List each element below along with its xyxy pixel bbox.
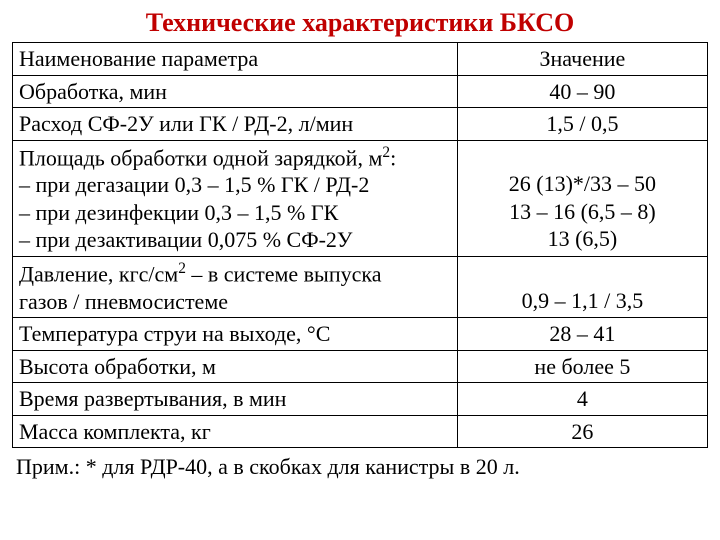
table-row: Обработка, мин40 – 90	[13, 75, 708, 108]
specs-table: Наименование параметра Значение Обработк…	[12, 42, 708, 448]
table-row: Площадь обработки одной зарядкой, м2: – …	[13, 140, 708, 256]
cell-param: Расход СФ-2У или ГК / РД-2, л/мин	[13, 108, 458, 141]
table-body: Обработка, мин40 – 90Расход СФ-2У или ГК…	[13, 75, 708, 448]
header-param: Наименование параметра	[13, 43, 458, 76]
cell-param: Обработка, мин	[13, 75, 458, 108]
footnote: Прим.: * для РДР-40, а в скобках для кан…	[12, 454, 708, 480]
cell-param: Масса комплекта, кг	[13, 415, 458, 448]
table-row: Расход СФ-2У или ГК / РД-2, л/мин1,5 / 0…	[13, 108, 708, 141]
cell-value: 1,5 / 0,5	[457, 108, 707, 141]
table-row: Время развертывания, в мин4	[13, 383, 708, 416]
cell-value: 28 – 41	[457, 318, 707, 351]
cell-param: Давление, кгс/см2 – в системе выпуска га…	[13, 256, 458, 317]
cell-value: 26 (13)*/33 – 50 13 – 16 (6,5 – 8) 13 (6…	[457, 140, 707, 256]
table-row: Масса комплекта, кг26	[13, 415, 708, 448]
cell-param: Площадь обработки одной зарядкой, м2: – …	[13, 140, 458, 256]
cell-param: Высота обработки, м	[13, 350, 458, 383]
header-value: Значение	[457, 43, 707, 76]
cell-param: Время развертывания, в мин	[13, 383, 458, 416]
table-row: Высота обработки, мне более 5	[13, 350, 708, 383]
cell-param: Температура струи на выходе, °С	[13, 318, 458, 351]
table-row: Давление, кгс/см2 – в системе выпуска га…	[13, 256, 708, 317]
cell-value: 0,9 – 1,1 / 3,5	[457, 256, 707, 317]
cell-value: 40 – 90	[457, 75, 707, 108]
page-title: Технические характеристики БКСО	[12, 8, 708, 38]
cell-value: не более 5	[457, 350, 707, 383]
table-row: Температура струи на выходе, °С28 – 41	[13, 318, 708, 351]
table-header-row: Наименование параметра Значение	[13, 43, 708, 76]
cell-value: 26	[457, 415, 707, 448]
cell-value: 4	[457, 383, 707, 416]
